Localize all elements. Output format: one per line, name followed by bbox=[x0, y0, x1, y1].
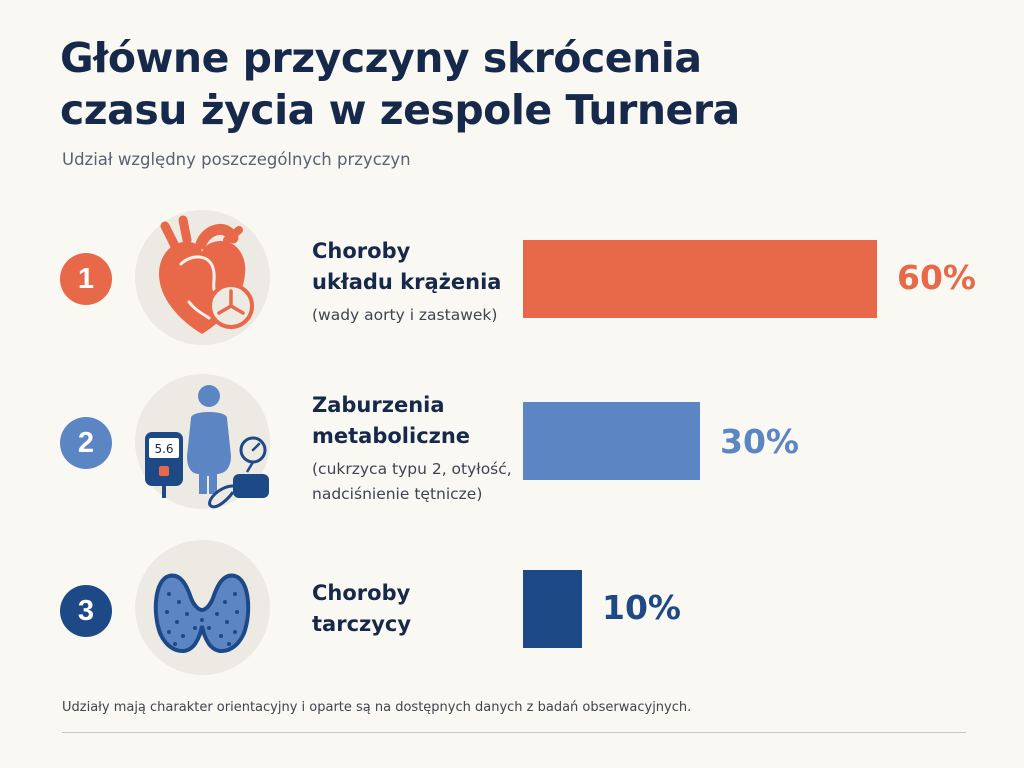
cause-title-line-1: Choroby bbox=[312, 239, 411, 263]
title-line-2: czasu życia w zespole Turnera bbox=[60, 86, 740, 134]
bar-metabolic bbox=[523, 402, 700, 480]
title-line-1: Główne przyczyny skrócenia bbox=[60, 34, 702, 82]
cause-label: Choroby tarczycy bbox=[312, 578, 512, 640]
rank-badge: 2 bbox=[60, 417, 112, 469]
cause-description-line-1: (wady aorty i zastawek) bbox=[312, 306, 498, 324]
cause-title: Zaburzenia metaboliczne bbox=[312, 390, 512, 452]
rank-badge: 3 bbox=[60, 585, 112, 637]
cause-title: Choroby tarczycy bbox=[312, 578, 512, 640]
thyroid-icon bbox=[135, 540, 270, 675]
heart-clock-icon bbox=[135, 210, 270, 345]
cause-description: (cukrzyca typu 2, otyłość, nadciśnienie … bbox=[312, 457, 512, 507]
bar-thyroid bbox=[523, 570, 582, 648]
cause-label: Zaburzenia metaboliczne (cukrzyca typu 2… bbox=[312, 390, 512, 507]
cause-row-metabolic: 2 5.6 Zaburzenia metaboliczne bbox=[0, 362, 1024, 522]
cause-label: Choroby układu krążenia (wady aorty i za… bbox=[312, 236, 512, 328]
cause-title: Choroby układu krążenia bbox=[312, 236, 512, 298]
cause-title-line-1: Choroby bbox=[312, 581, 411, 605]
footer-divider bbox=[62, 732, 966, 733]
cause-title-line-2: tarczycy bbox=[312, 612, 412, 636]
footnote: Udziały mają charakter orientacyjny i op… bbox=[62, 700, 692, 715]
cause-description: (wady aorty i zastawek) bbox=[312, 303, 512, 328]
page-subtitle: Udział względny poszczególnych przyczyn bbox=[62, 150, 411, 169]
value-label-thyroid: 10% bbox=[602, 588, 681, 627]
cause-title-line-2: metaboliczne bbox=[312, 424, 471, 448]
glucometer-figure-blood-pressure-icon: 5.6 bbox=[135, 374, 270, 509]
cause-row-cardiovascular: 1 Choroby układu krążenia ( bbox=[0, 200, 1024, 360]
value-label-metabolic: 30% bbox=[720, 422, 799, 461]
bar-cardiovascular bbox=[523, 240, 877, 318]
cause-title-line-1: Zaburzenia bbox=[312, 393, 445, 417]
cause-row-thyroid: 3 Choroby tarczycy 10% bbox=[0, 532, 1024, 692]
page-title: Główne przyczyny skrócenia czasu życia w… bbox=[60, 32, 820, 136]
glucometer-reading: 5.6 bbox=[154, 442, 173, 456]
cause-description-line-2: nadciśnienie tętnicze) bbox=[312, 485, 483, 503]
cause-description-line-1: (cukrzyca typu 2, otyłość, bbox=[312, 460, 512, 478]
value-label-cardiovascular: 60% bbox=[897, 258, 976, 297]
rank-badge: 1 bbox=[60, 253, 112, 305]
cause-title-line-2: układu krążenia bbox=[312, 270, 502, 294]
